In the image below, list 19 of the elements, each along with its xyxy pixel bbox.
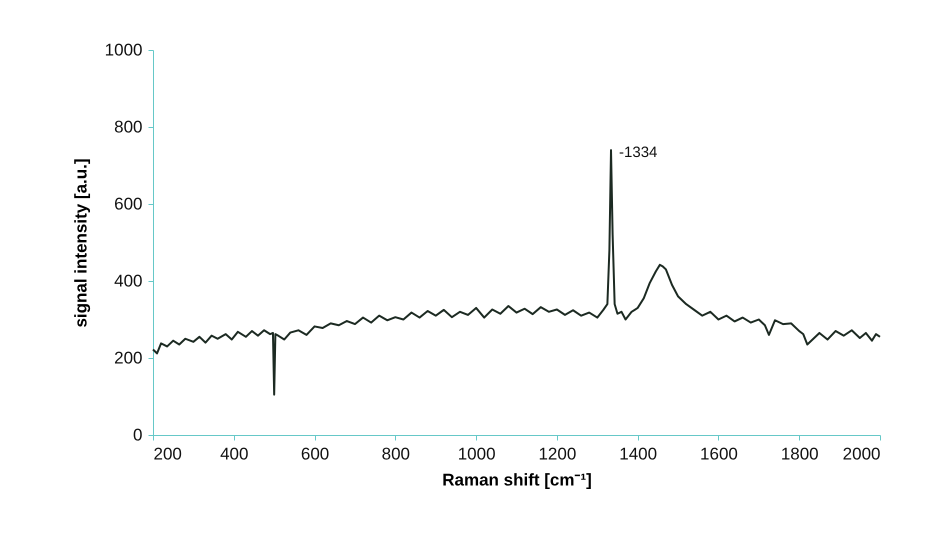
y-tick-label: 400 [114,272,142,290]
x-tick-label: 1400 [619,444,658,464]
x-tick-label: 200 [154,444,182,464]
y-tick-label: 0 [133,426,142,444]
y-axis-title: signal intensity [a.u.] [72,158,91,328]
x-tick-label: 1000 [458,444,496,464]
x-tick-label: 1800 [780,444,819,464]
x-tick-label: 1200 [538,444,576,464]
x-tick-label: 2000 [842,444,880,464]
x-axis-title: Raman shift [cm⁻¹] [442,470,592,490]
y-tick-label: 1000 [104,40,142,60]
y-tick-label: 600 [114,194,142,214]
x-tick-label: 1600 [700,444,738,464]
x-tick-label: 800 [382,444,410,464]
y-tick-label: 800 [114,118,142,136]
y-tick-label: 200 [114,348,142,368]
x-tick-label: 400 [220,444,248,464]
annotation: -1334 [619,144,658,162]
x-tick-label: 600 [300,444,330,464]
